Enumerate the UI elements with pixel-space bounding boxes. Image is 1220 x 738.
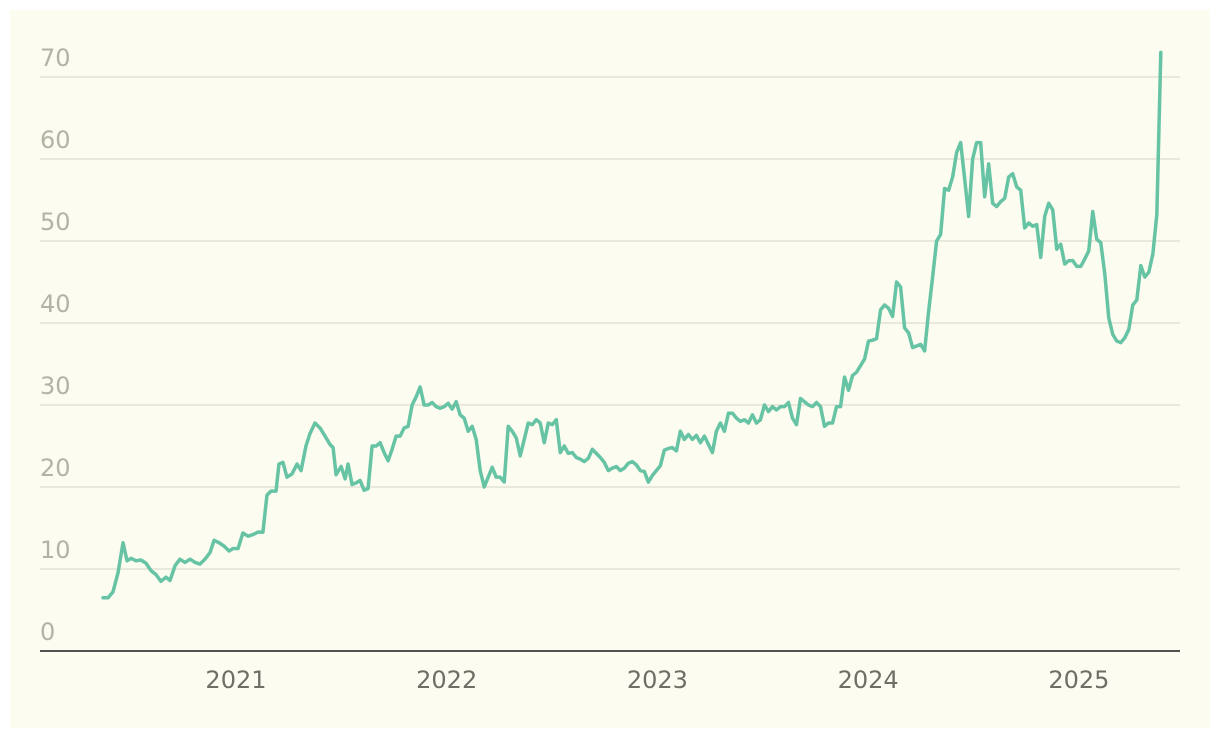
y-tick-label: 10 bbox=[40, 536, 71, 564]
y-tick-label: 70 bbox=[40, 44, 71, 72]
data-line bbox=[101, 50, 1163, 600]
y-tick-label: 20 bbox=[40, 454, 71, 482]
y-tick-label: 40 bbox=[40, 290, 71, 318]
x-tick-label: 2025 bbox=[1048, 666, 1109, 694]
y-tick-label: 50 bbox=[40, 208, 71, 236]
y-tick-label: 30 bbox=[40, 372, 71, 400]
x-tick-label: 2024 bbox=[838, 666, 899, 694]
x-tick-label: 2023 bbox=[627, 666, 688, 694]
y-tick-label: 0 bbox=[40, 618, 55, 646]
x-tick-label: 2021 bbox=[205, 666, 266, 694]
chart-background bbox=[10, 10, 1210, 728]
y-tick-label: 60 bbox=[40, 126, 71, 154]
x-tick-label: 2022 bbox=[416, 666, 477, 694]
